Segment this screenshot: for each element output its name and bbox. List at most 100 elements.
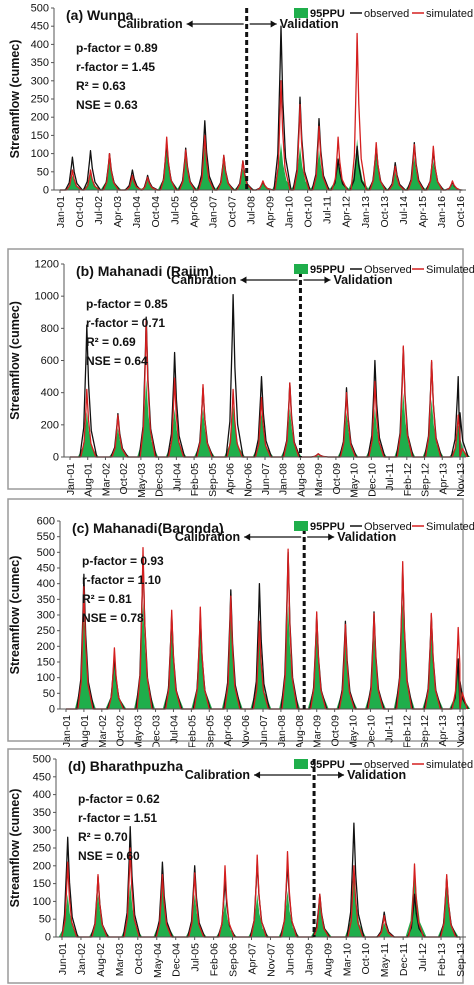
calibration-arrowhead: [254, 771, 261, 779]
x-tick-label: Oct-09: [331, 463, 343, 495]
panel-frame: [7, 748, 464, 984]
y-tick-label: 400: [37, 578, 55, 590]
x-tick-label: Jul-02: [93, 196, 105, 225]
legend-swatch-ppu: [294, 521, 308, 531]
y-tick-label: 50: [37, 166, 49, 178]
legend-label-ppu: 95PPU: [310, 759, 345, 771]
stat-label: p-factor = 0.85: [86, 297, 168, 311]
calibration-arrowhead: [244, 533, 251, 541]
stat-label: NSE = 0.78: [82, 611, 144, 625]
y-tick-label: 0: [45, 932, 51, 944]
validation-arrowhead: [328, 533, 335, 541]
x-tick-label: May-10: [349, 463, 361, 497]
x-tick-label: Feb-05: [189, 463, 201, 496]
x-tick-label: Apr-06: [222, 715, 234, 747]
stat-label: p-factor = 0.93: [82, 554, 164, 568]
legend-label-ppu: 95PPU: [310, 521, 345, 533]
validation-label: Validation: [347, 768, 406, 782]
y-axis-title: Streamflow (cumec): [8, 301, 22, 420]
x-tick-label: Jan-09: [303, 943, 315, 975]
x-tick-label: Aug-01: [79, 715, 91, 747]
x-tick-label: Jan-10: [284, 196, 296, 228]
calibration-label: Calibration: [117, 17, 182, 31]
stat-label: NSE = 0.64: [86, 354, 148, 368]
x-tick-label: Dec-04: [171, 943, 183, 977]
x-tick-label: Jan-04: [131, 196, 143, 228]
legend-swatch-ppu: [294, 8, 308, 18]
x-tick-label: Oct-09: [330, 715, 342, 747]
y-tick-label: 250: [33, 843, 51, 855]
x-tick-label: Feb-06: [209, 943, 221, 976]
stat-label: NSE = 0.63: [76, 98, 138, 112]
y-tick-label: 600: [41, 355, 59, 367]
legend-label-simulated: Simulated: [426, 521, 474, 533]
x-tick-label: Jun-07: [258, 715, 270, 747]
x-tick-label: Nov-13: [455, 463, 467, 497]
x-tick-label: Mar-10: [341, 943, 353, 976]
y-tick-label: 100: [37, 672, 55, 684]
x-tick-label: Feb-05: [186, 715, 198, 747]
x-tick-label: Jan-07: [207, 196, 219, 228]
x-tick-label: Apr-09: [265, 196, 277, 228]
stat-label: p-factor = 0.62: [78, 792, 160, 806]
x-tick-label: Dec-10: [365, 715, 377, 747]
x-tick-label: Apr-07: [247, 943, 259, 975]
ppu-band: [81, 171, 103, 190]
y-tick-label: 350: [31, 57, 49, 69]
y-tick-label: 500: [37, 547, 55, 559]
x-tick-label: Nov-06: [242, 463, 254, 497]
y-tick-label: 250: [31, 94, 49, 106]
stat-label: r-factor = 1.45: [76, 60, 155, 74]
legend-label-observed: Observed: [364, 521, 412, 533]
y-tick-label: 150: [37, 657, 55, 669]
x-tick-label: Mar-02: [97, 715, 109, 747]
stat-label: r-factor = 1.51: [78, 811, 157, 825]
x-tick-label: Nov-13: [455, 715, 467, 747]
validation-label: Validation: [337, 530, 396, 544]
panel-title: (a) Wunna: [66, 7, 134, 23]
stat-label: r-factor = 0.71: [86, 316, 165, 330]
y-tick-label: 50: [39, 914, 51, 926]
stat-label: NSE = 0.60: [78, 849, 140, 863]
x-tick-label: Sep-13: [455, 943, 467, 977]
x-tick-label: Dec-03: [154, 463, 166, 497]
simulated-line: [66, 546, 468, 710]
x-tick-label: Feb-12: [402, 463, 414, 496]
x-tick-label: Mar-09: [313, 463, 325, 496]
x-tick-label: Jul-05: [190, 943, 202, 972]
x-tick-label: Oct-03: [133, 943, 145, 975]
x-tick-label: Apr-15: [417, 196, 429, 228]
y-tick-label: 200: [41, 419, 59, 431]
y-tick-label: 1000: [35, 291, 59, 303]
x-tick-label: Jul-14: [398, 196, 410, 225]
x-tick-label: Oct-13: [379, 196, 391, 228]
panel-title: (d) Bharathpuzha: [68, 758, 183, 774]
panel-title: (c) Mahanadi(Baronda): [72, 520, 224, 536]
x-tick-label: Nov-06: [240, 715, 252, 747]
x-tick-label: Oct-04: [150, 196, 162, 228]
x-tick-label: Sep-05: [207, 463, 219, 497]
x-tick-label: Apr-06: [188, 196, 200, 228]
x-tick-label: Aug-08: [294, 715, 306, 747]
x-tick-label: Oct-02: [118, 463, 130, 495]
calibration-arrowhead: [240, 276, 247, 284]
simulated-line: [61, 847, 460, 938]
validation-arrowhead: [338, 771, 345, 779]
validation-label: Validation: [280, 17, 339, 31]
x-tick-label: Apr-12: [341, 196, 353, 228]
ppu-band: [191, 621, 213, 709]
stat-label: R² = 0.81: [82, 592, 132, 606]
legend-label-observed: observed: [364, 8, 409, 20]
x-tick-label: Apr-13: [437, 463, 449, 495]
y-tick-label: 400: [41, 387, 59, 399]
y-tick-label: 350: [33, 807, 51, 819]
calibration-arrowhead: [186, 20, 193, 28]
panel-frame: [7, 248, 464, 490]
x-tick-label: Jul-11: [322, 196, 334, 224]
x-tick-label: Jul-11: [383, 715, 395, 743]
x-tick-label: Aug-08: [295, 463, 307, 497]
y-tick-label: 400: [31, 39, 49, 51]
x-tick-label: May-10: [348, 715, 360, 747]
calibration-label: Calibration: [185, 768, 250, 782]
